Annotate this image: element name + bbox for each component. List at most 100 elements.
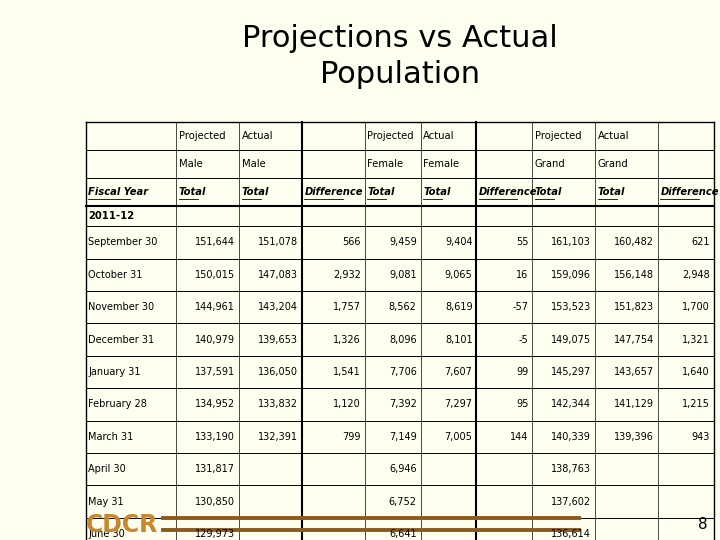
Text: 1,700: 1,700 <box>682 302 710 312</box>
Text: Total: Total <box>535 187 562 197</box>
Text: June 30: June 30 <box>88 529 125 539</box>
Text: 139,653: 139,653 <box>258 335 298 345</box>
Text: Difference: Difference <box>305 187 363 197</box>
Text: 1,757: 1,757 <box>333 302 361 312</box>
Text: 151,644: 151,644 <box>195 238 235 247</box>
Text: April 30: April 30 <box>88 464 126 474</box>
Text: 2011-12: 2011-12 <box>88 211 135 221</box>
Text: 151,823: 151,823 <box>614 302 654 312</box>
Text: 131,817: 131,817 <box>195 464 235 474</box>
Text: 159,096: 159,096 <box>551 270 591 280</box>
Text: 16: 16 <box>516 270 528 280</box>
Text: Male: Male <box>179 159 202 168</box>
Text: 6,641: 6,641 <box>389 529 417 539</box>
Text: 160,482: 160,482 <box>614 238 654 247</box>
Text: 133,832: 133,832 <box>258 400 298 409</box>
Text: 137,591: 137,591 <box>195 367 235 377</box>
Text: 130,850: 130,850 <box>195 497 235 507</box>
Text: 8,096: 8,096 <box>389 335 417 345</box>
Text: Total: Total <box>367 187 395 197</box>
Text: November 30: November 30 <box>88 302 154 312</box>
Text: Projections vs Actual
Population: Projections vs Actual Population <box>242 24 557 89</box>
Text: Male: Male <box>242 159 266 168</box>
Text: 136,614: 136,614 <box>552 529 591 539</box>
Text: 7,297: 7,297 <box>444 400 472 409</box>
Text: February 28: February 28 <box>88 400 147 409</box>
Text: 144: 144 <box>510 432 528 442</box>
Text: 6,752: 6,752 <box>389 497 417 507</box>
Text: Projected: Projected <box>179 131 225 140</box>
Text: 143,204: 143,204 <box>258 302 298 312</box>
Text: 149,075: 149,075 <box>551 335 591 345</box>
Text: Difference: Difference <box>660 187 719 197</box>
Text: 8,562: 8,562 <box>389 302 417 312</box>
Text: 134,952: 134,952 <box>195 400 235 409</box>
Text: Total: Total <box>598 187 625 197</box>
Text: Total: Total <box>423 187 451 197</box>
Text: 151,078: 151,078 <box>258 238 298 247</box>
Text: 7,149: 7,149 <box>389 432 417 442</box>
Text: 137,602: 137,602 <box>551 497 591 507</box>
Text: 55: 55 <box>516 238 528 247</box>
Text: 8,619: 8,619 <box>445 302 472 312</box>
Text: 95: 95 <box>516 400 528 409</box>
Text: Total: Total <box>242 187 269 197</box>
Text: Actual: Actual <box>598 131 629 140</box>
Text: 9,404: 9,404 <box>445 238 472 247</box>
Text: January 31: January 31 <box>88 367 140 377</box>
Text: 141,129: 141,129 <box>614 400 654 409</box>
Text: 156,148: 156,148 <box>614 270 654 280</box>
Text: CDCR: CDCR <box>86 513 158 537</box>
Text: 1,321: 1,321 <box>682 335 710 345</box>
Text: 1,120: 1,120 <box>333 400 361 409</box>
Text: 150,015: 150,015 <box>195 270 235 280</box>
Text: 136,050: 136,050 <box>258 367 298 377</box>
Text: 99: 99 <box>516 367 528 377</box>
Text: September 30: September 30 <box>88 238 158 247</box>
Text: 9,081: 9,081 <box>389 270 417 280</box>
Text: 9,065: 9,065 <box>445 270 472 280</box>
Text: 140,339: 140,339 <box>552 432 591 442</box>
Text: Grand: Grand <box>535 159 565 168</box>
Text: 145,297: 145,297 <box>551 367 591 377</box>
Text: 147,083: 147,083 <box>258 270 298 280</box>
Text: 7,392: 7,392 <box>389 400 417 409</box>
Text: 566: 566 <box>343 238 361 247</box>
Text: Female: Female <box>367 159 403 168</box>
Text: 142,344: 142,344 <box>551 400 591 409</box>
Text: -5: -5 <box>518 335 528 345</box>
Text: Projected: Projected <box>535 131 581 140</box>
Text: 129,973: 129,973 <box>195 529 235 539</box>
Text: 161,103: 161,103 <box>552 238 591 247</box>
Text: 153,523: 153,523 <box>551 302 591 312</box>
Text: 1,640: 1,640 <box>682 367 710 377</box>
Text: 2,948: 2,948 <box>682 270 710 280</box>
Text: March 31: March 31 <box>88 432 133 442</box>
Text: 8,101: 8,101 <box>445 335 472 345</box>
Text: 943: 943 <box>691 432 710 442</box>
Text: Female: Female <box>423 159 459 168</box>
Text: Difference: Difference <box>479 187 537 197</box>
Text: 138,763: 138,763 <box>551 464 591 474</box>
Text: 2,932: 2,932 <box>333 270 361 280</box>
Text: Actual: Actual <box>242 131 273 140</box>
Text: 1,215: 1,215 <box>682 400 710 409</box>
Text: 147,754: 147,754 <box>613 335 654 345</box>
Text: 799: 799 <box>343 432 361 442</box>
Text: 7,005: 7,005 <box>445 432 472 442</box>
Text: 144,961: 144,961 <box>195 302 235 312</box>
Text: 9,459: 9,459 <box>389 238 417 247</box>
Text: 6,946: 6,946 <box>389 464 417 474</box>
Text: 140,979: 140,979 <box>195 335 235 345</box>
Text: 1,326: 1,326 <box>333 335 361 345</box>
Text: 143,657: 143,657 <box>614 367 654 377</box>
Text: December 31: December 31 <box>88 335 154 345</box>
Text: Total: Total <box>179 187 206 197</box>
Text: October 31: October 31 <box>88 270 143 280</box>
Text: 7,607: 7,607 <box>445 367 472 377</box>
Text: Actual: Actual <box>423 131 454 140</box>
Text: Grand: Grand <box>598 159 629 168</box>
Text: 132,391: 132,391 <box>258 432 298 442</box>
Text: 1,541: 1,541 <box>333 367 361 377</box>
Text: 7,706: 7,706 <box>389 367 417 377</box>
